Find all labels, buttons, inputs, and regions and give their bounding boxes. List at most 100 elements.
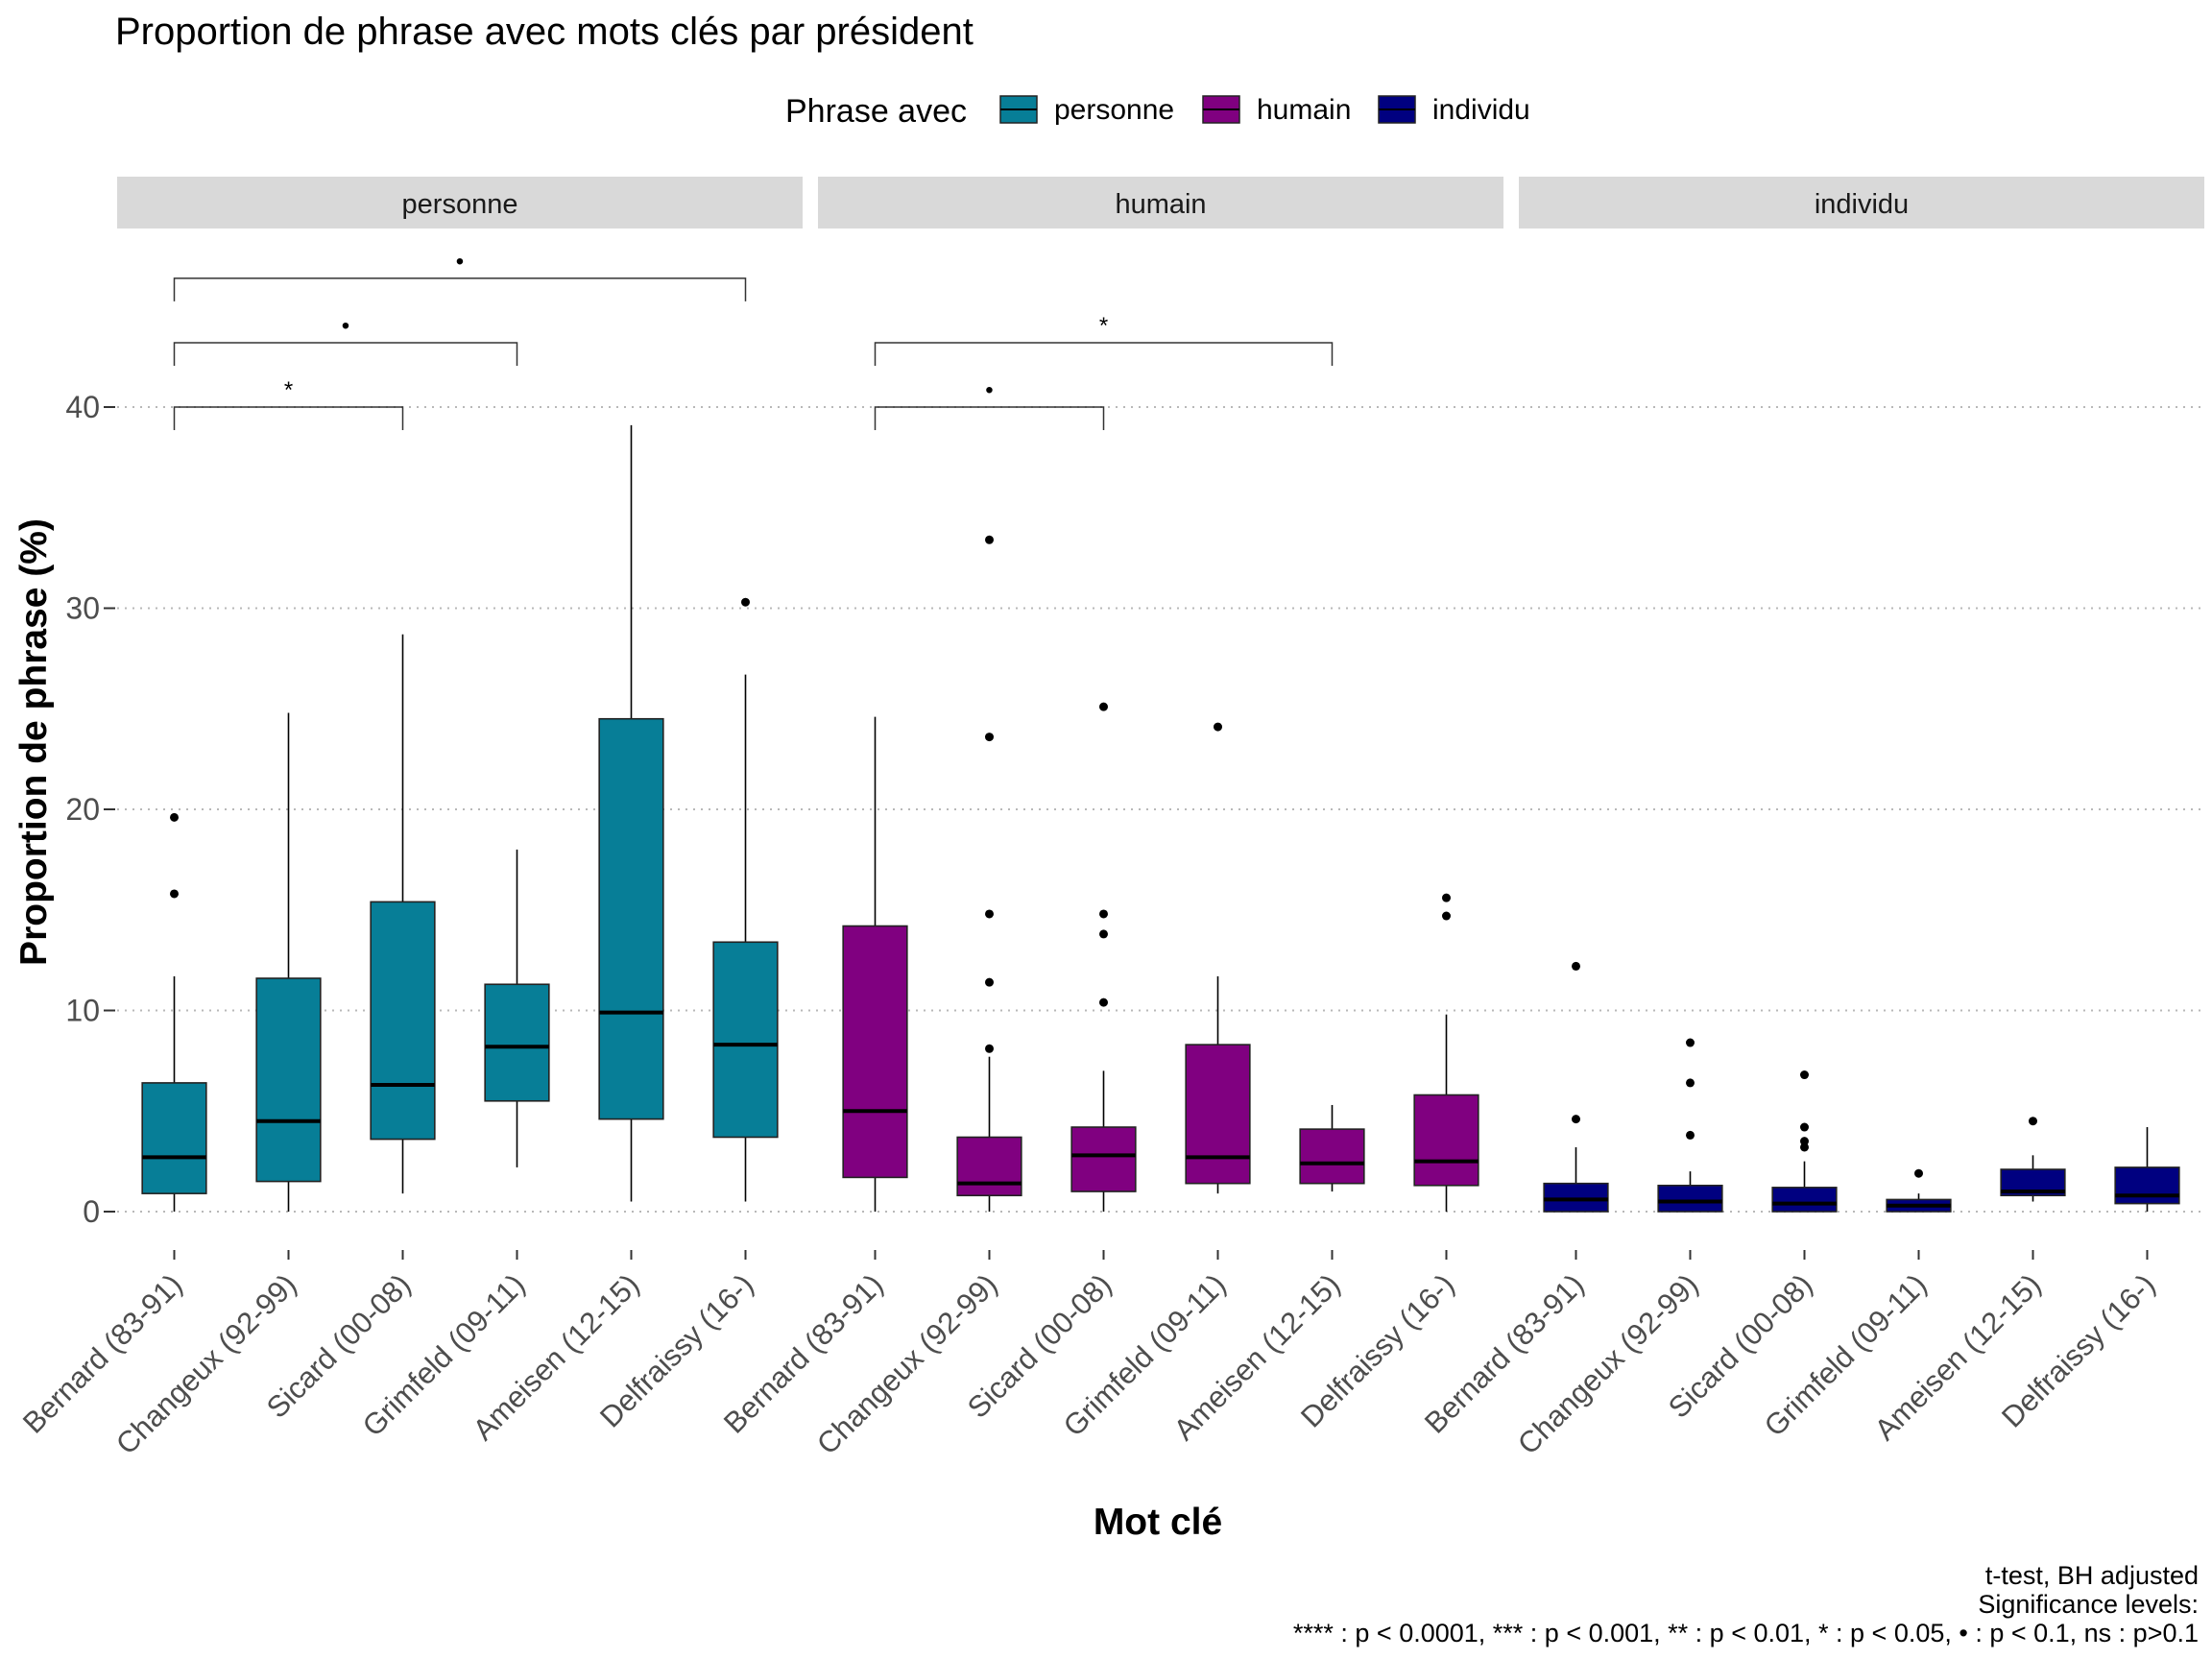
outlier-point [985, 733, 994, 742]
bracket-bernard-83-91-sicard-00-08: • [874, 377, 1105, 430]
box-personne-changeux-92-99 [255, 712, 322, 1212]
x-axis-label: Mot clé [1094, 1502, 1222, 1543]
bracket-label: * [1099, 313, 1108, 339]
strip-label-individu: individu [1815, 189, 1909, 220]
box-individu-changeux-92-99 [1657, 1038, 1723, 1213]
box-humain-ameisen-12-15 [1299, 1104, 1365, 1192]
y-tick-label-20: 20 [65, 792, 100, 827]
outlier-point [170, 889, 179, 899]
outlier-point [1572, 961, 1580, 971]
outlier-point [1099, 702, 1108, 711]
bracket-line [173, 342, 518, 366]
legend: Phrase avec personne humain individu [785, 93, 1530, 130]
strip-label-personne: personne [402, 189, 518, 220]
y-axis-label: Proportion de phrase (%) [13, 518, 55, 966]
outlier-point [1686, 1130, 1695, 1140]
outlier-point [985, 535, 994, 544]
strip-label-humain: humain [1115, 189, 1206, 220]
bracket-label: • [456, 249, 464, 275]
bracket-label: • [985, 377, 993, 403]
chart-title: Proportion de phrase avec mots clés par … [115, 11, 974, 53]
outlier-point [1442, 911, 1451, 921]
strip-individu [1519, 177, 2204, 228]
outlier-point [1800, 1122, 1809, 1132]
bracket-bernard-83-91-ameisen-12-15: * [874, 313, 1334, 366]
y-axis: 0 10 20 30 40 [65, 390, 115, 1229]
strip-personne [117, 177, 803, 228]
outlier-point [1914, 1168, 1923, 1178]
outlier-point [985, 909, 994, 919]
outlier-point [1800, 1137, 1809, 1146]
outlier-point [1686, 1038, 1695, 1047]
box-humain-bernard-83-91 [842, 716, 908, 1212]
outlier-point [1099, 909, 1108, 919]
outlier-point [2029, 1117, 2037, 1126]
box-body [1299, 1128, 1365, 1185]
box-body [1771, 1187, 1838, 1213]
outlier-point [1442, 893, 1451, 902]
strip-humain [818, 177, 1503, 228]
legend-label-humain: humain [1257, 94, 1351, 126]
y-tick-label-10: 10 [65, 994, 100, 1028]
box-personne-bernard-83-91 [141, 812, 207, 1212]
bracket-line [874, 406, 1105, 430]
bracket-bernard-83-91-grimfeld-09-11: • [173, 313, 518, 366]
bracket-line [173, 277, 747, 301]
outlier-point [1800, 1142, 1809, 1152]
caption-line-2: Significance levels: [1978, 1590, 2199, 1619]
outlier-point [1099, 929, 1108, 939]
legend-label-personne: personne [1054, 94, 1174, 126]
box-body [1543, 1182, 1609, 1213]
box-body [1657, 1184, 1723, 1213]
bracket-bernard-83-91-sicard-00-08: * [173, 377, 404, 430]
box-personne-sicard-00-08 [370, 634, 436, 1194]
outlier-point [1099, 998, 1108, 1007]
outlier-point [985, 977, 994, 987]
box-humain-sicard-00-08 [1070, 702, 1137, 1212]
caption-line-1: t-test, BH adjusted [1985, 1561, 2199, 1590]
bracket-line [173, 406, 404, 430]
legend-title: Phrase avec [785, 93, 967, 130]
box-body [484, 983, 550, 1102]
box-individu-ameisen-12-15 [2000, 1117, 2066, 1202]
outlier-point [1686, 1078, 1695, 1088]
bracket-label: • [342, 313, 349, 339]
outlier-point [170, 812, 179, 822]
box-body [370, 901, 436, 1141]
box-personne-grimfeld-09-11 [484, 849, 550, 1167]
legend-label-individu: individu [1432, 94, 1530, 126]
bracket-line [874, 342, 1334, 366]
y-tick-label-30: 30 [65, 591, 100, 626]
box-body [1185, 1044, 1251, 1185]
y-tick-label-40: 40 [65, 390, 100, 424]
box-individu-sicard-00-08 [1771, 1070, 1838, 1213]
box-personne-ameisen-12-15 [598, 424, 664, 1202]
box-individu-grimfeld-09-11 [1886, 1168, 1952, 1213]
outlier-point [1800, 1070, 1809, 1080]
outlier-point [985, 1044, 994, 1053]
bracket-bernard-83-91-delfraissy-16: • [173, 249, 747, 301]
box-body [2114, 1166, 2180, 1205]
outlier-point [1214, 722, 1222, 732]
box-humain-grimfeld-09-11 [1185, 722, 1251, 1194]
box-body [598, 717, 664, 1120]
box-humain-changeux-92-99 [956, 535, 1022, 1212]
box-body [956, 1136, 1022, 1197]
box-individu-delfraissy-16 [2114, 1127, 2180, 1212]
box-personne-delfraissy-16 [712, 597, 779, 1202]
box-body [141, 1082, 207, 1194]
box-body [1070, 1126, 1137, 1192]
y-tick-label-0: 0 [83, 1194, 100, 1229]
caption: t-test, BH adjusted Significance levels:… [1293, 1561, 2199, 1647]
bracket-label: * [284, 377, 293, 403]
box-body [842, 925, 908, 1179]
outlier-point [741, 597, 750, 607]
box-body [255, 977, 322, 1183]
caption-line-3: **** : p < 0.0001, *** : p < 0.001, ** :… [1293, 1619, 2199, 1647]
box-individu-bernard-83-91 [1543, 961, 1609, 1213]
